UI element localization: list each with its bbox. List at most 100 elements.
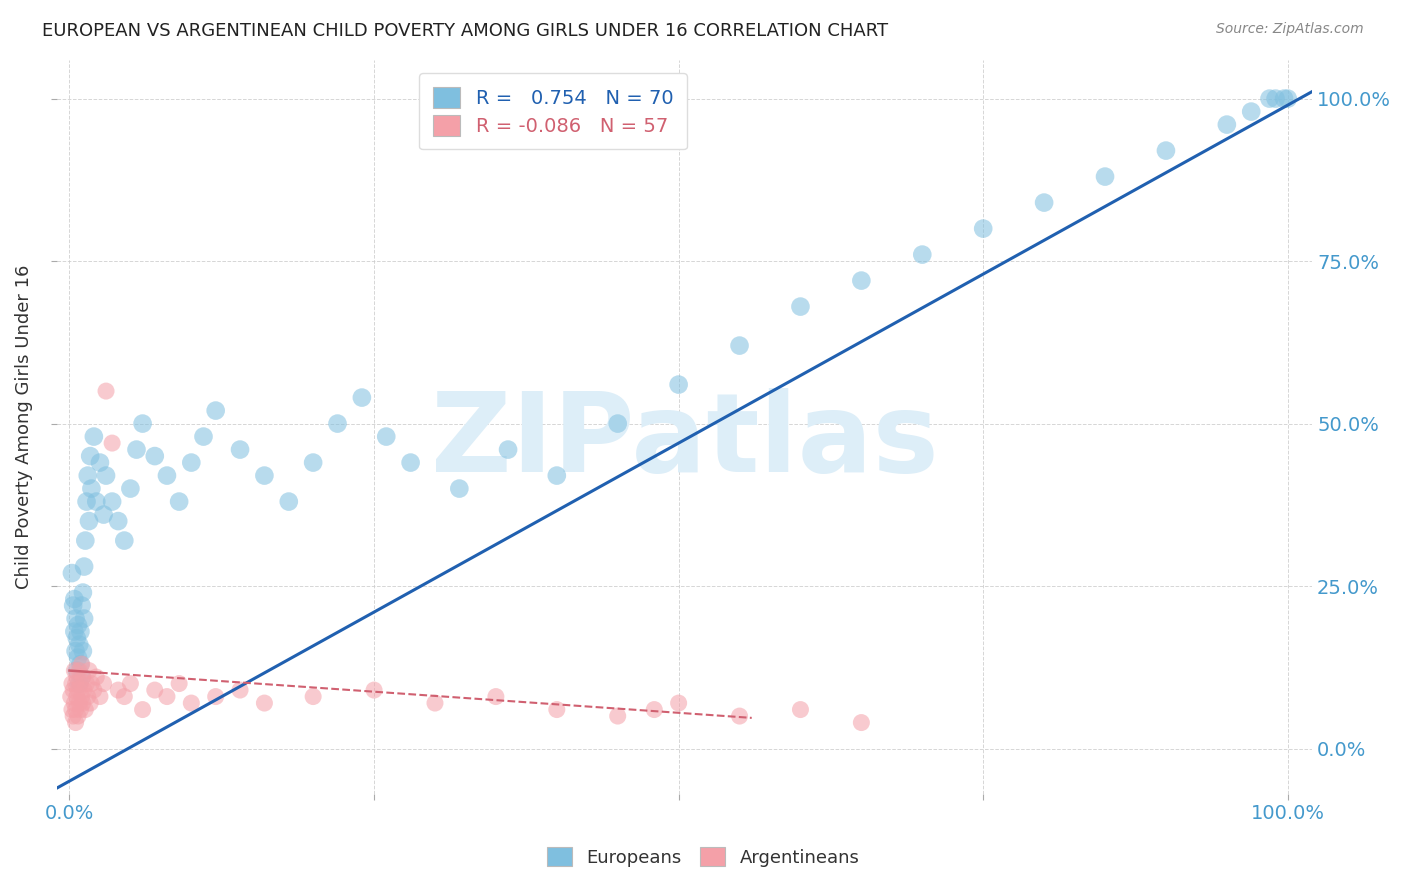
Legend: Europeans, Argentineans: Europeans, Argentineans bbox=[540, 840, 866, 874]
Point bbox=[66, 709, 89, 723]
Point bbox=[167, 676, 190, 690]
Point bbox=[80, 676, 103, 690]
Point bbox=[302, 456, 325, 470]
Point bbox=[180, 696, 202, 710]
Point bbox=[60, 566, 83, 580]
Point bbox=[143, 449, 166, 463]
Point bbox=[204, 403, 226, 417]
Point bbox=[253, 696, 276, 710]
Point bbox=[101, 494, 124, 508]
Point bbox=[449, 482, 471, 496]
Point bbox=[59, 690, 82, 704]
Point bbox=[89, 456, 111, 470]
Point bbox=[789, 702, 811, 716]
Point bbox=[60, 676, 83, 690]
Point bbox=[76, 494, 98, 508]
Point bbox=[66, 683, 89, 698]
Point bbox=[67, 696, 90, 710]
Y-axis label: Child Poverty Among Girls Under 16: Child Poverty Among Girls Under 16 bbox=[15, 265, 32, 589]
Point bbox=[143, 683, 166, 698]
Point bbox=[66, 664, 89, 678]
Point bbox=[60, 702, 83, 716]
Point bbox=[643, 702, 665, 716]
Point bbox=[167, 494, 190, 508]
Point bbox=[1264, 92, 1286, 106]
Point bbox=[84, 670, 107, 684]
Point bbox=[1272, 92, 1295, 106]
Point bbox=[70, 690, 93, 704]
Point bbox=[606, 417, 628, 431]
Point bbox=[229, 683, 252, 698]
Point bbox=[1240, 104, 1263, 119]
Point bbox=[65, 611, 87, 625]
Point bbox=[79, 696, 101, 710]
Point bbox=[851, 715, 873, 730]
Point bbox=[350, 391, 373, 405]
Point bbox=[1154, 144, 1177, 158]
Point bbox=[67, 664, 90, 678]
Point bbox=[851, 274, 873, 288]
Point bbox=[72, 585, 94, 599]
Point bbox=[125, 442, 148, 457]
Point bbox=[83, 683, 105, 698]
Point bbox=[63, 664, 86, 678]
Point bbox=[1258, 92, 1281, 106]
Point bbox=[66, 650, 89, 665]
Point bbox=[62, 709, 84, 723]
Point bbox=[70, 657, 93, 671]
Point bbox=[69, 624, 91, 639]
Point bbox=[131, 702, 153, 716]
Point bbox=[67, 676, 90, 690]
Point bbox=[193, 429, 215, 443]
Point bbox=[789, 300, 811, 314]
Point bbox=[69, 702, 91, 716]
Point bbox=[73, 559, 96, 574]
Point bbox=[62, 599, 84, 613]
Point bbox=[606, 709, 628, 723]
Point bbox=[77, 664, 100, 678]
Point bbox=[546, 702, 568, 716]
Point bbox=[94, 384, 117, 398]
Point bbox=[65, 644, 87, 658]
Point bbox=[302, 690, 325, 704]
Point bbox=[66, 690, 89, 704]
Point bbox=[485, 690, 508, 704]
Point bbox=[180, 456, 202, 470]
Point bbox=[72, 644, 94, 658]
Text: Source: ZipAtlas.com: Source: ZipAtlas.com bbox=[1216, 22, 1364, 37]
Point bbox=[120, 676, 142, 690]
Point bbox=[496, 442, 519, 457]
Point bbox=[204, 690, 226, 704]
Point bbox=[63, 696, 86, 710]
Point bbox=[73, 611, 96, 625]
Point bbox=[93, 508, 115, 522]
Point bbox=[326, 417, 349, 431]
Text: ZIPatlas: ZIPatlas bbox=[430, 388, 939, 495]
Point bbox=[1277, 92, 1299, 106]
Point bbox=[363, 683, 385, 698]
Point bbox=[668, 377, 690, 392]
Point bbox=[72, 696, 94, 710]
Point bbox=[73, 683, 96, 698]
Point bbox=[156, 690, 179, 704]
Point bbox=[75, 702, 97, 716]
Point bbox=[101, 436, 124, 450]
Point bbox=[69, 676, 91, 690]
Point bbox=[66, 631, 89, 645]
Point bbox=[70, 670, 93, 684]
Point bbox=[83, 429, 105, 443]
Point bbox=[156, 468, 179, 483]
Point bbox=[62, 683, 84, 698]
Point bbox=[66, 670, 89, 684]
Point bbox=[120, 482, 142, 496]
Point bbox=[75, 533, 97, 548]
Point bbox=[423, 696, 446, 710]
Point bbox=[65, 715, 87, 730]
Point bbox=[76, 690, 98, 704]
Point bbox=[728, 709, 751, 723]
Point bbox=[107, 683, 129, 698]
Point bbox=[911, 247, 934, 261]
Point bbox=[72, 670, 94, 684]
Point bbox=[63, 624, 86, 639]
Point bbox=[94, 468, 117, 483]
